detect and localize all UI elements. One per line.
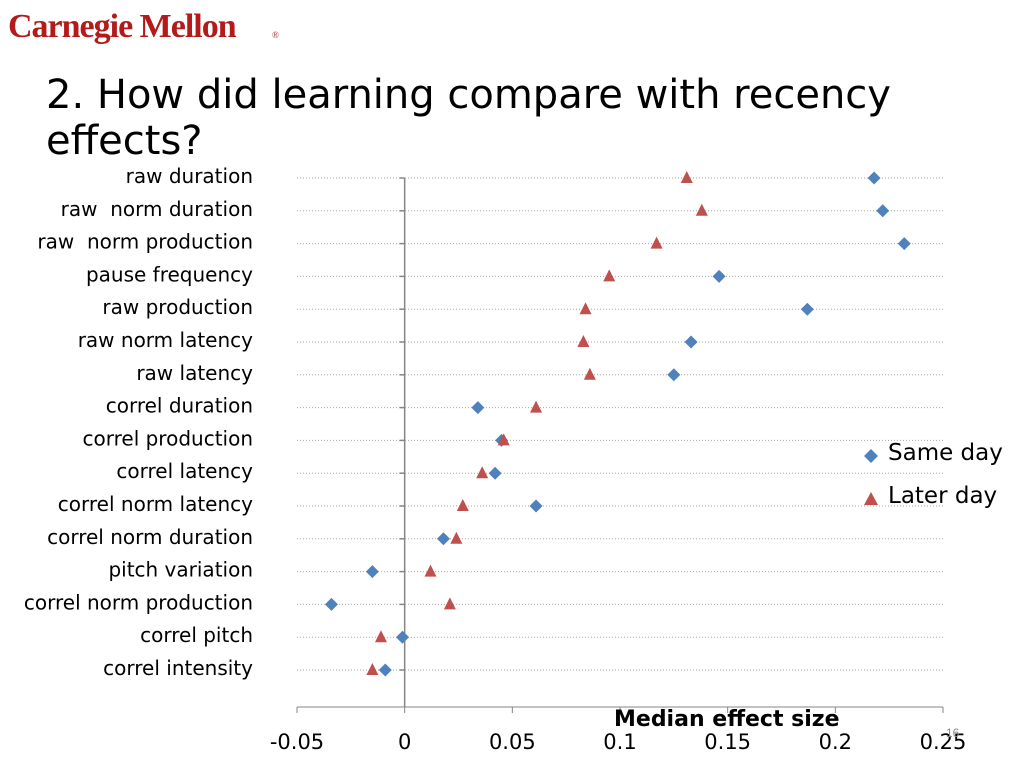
category-label: raw norm latency bbox=[78, 328, 253, 352]
logo-text: Carnegie Mellon bbox=[8, 8, 237, 45]
x-tick-label: -0.05 bbox=[270, 730, 324, 754]
category-label: correl intensity bbox=[103, 656, 253, 680]
same-day-point bbox=[365, 565, 379, 579]
later-day-point bbox=[443, 597, 456, 610]
slide-title: 2. How did learning compare with recency… bbox=[46, 72, 891, 164]
later-day-point bbox=[374, 630, 387, 643]
category-label: correl production bbox=[83, 426, 254, 450]
later-day-point bbox=[579, 302, 592, 315]
x-tick-label: 0.05 bbox=[489, 730, 536, 754]
category-label: correl pitch bbox=[140, 623, 253, 647]
same-day-point bbox=[684, 335, 698, 349]
x-tick-label: 0.1 bbox=[603, 730, 636, 754]
same-day-point bbox=[488, 466, 502, 480]
registered-mark: ® bbox=[272, 30, 279, 40]
legend-item-same-day: Same day bbox=[862, 440, 1022, 470]
category-label: raw duration bbox=[126, 164, 253, 188]
category-label: pitch variation bbox=[108, 558, 253, 582]
later-day-point bbox=[366, 663, 379, 675]
later-day-point bbox=[476, 466, 489, 479]
x-axis-label: Median effect size bbox=[614, 707, 840, 732]
same-day-point bbox=[800, 302, 814, 316]
slide-number: 16 bbox=[946, 726, 960, 740]
same-day-point bbox=[471, 401, 485, 415]
carnegie-mellon-logo: Carnegie Mellon bbox=[8, 8, 237, 46]
same-day-point bbox=[667, 368, 681, 382]
same-day-point bbox=[867, 171, 881, 185]
later-day-point bbox=[577, 335, 590, 347]
later-day-point bbox=[695, 203, 708, 216]
category-label: correl norm duration bbox=[47, 525, 253, 549]
same-day-point bbox=[712, 269, 726, 283]
later-day-point bbox=[680, 171, 693, 183]
diamond-marker-icon bbox=[864, 449, 878, 463]
legend-label-later-day: Later day bbox=[888, 483, 998, 509]
triangle-marker-icon bbox=[864, 492, 878, 505]
x-tick-label: 0.15 bbox=[704, 730, 751, 754]
same-day-point bbox=[529, 499, 543, 513]
later-day-point bbox=[450, 531, 463, 544]
later-day-point bbox=[424, 564, 437, 577]
same-day-point bbox=[378, 663, 392, 677]
later-day-point bbox=[497, 433, 510, 446]
legend-label-same-day: Same day bbox=[888, 440, 1003, 466]
same-day-point bbox=[324, 597, 338, 611]
x-tick-label: 0 bbox=[398, 730, 411, 754]
category-label: raw norm production bbox=[37, 230, 253, 254]
category-label: raw production bbox=[102, 295, 253, 319]
category-label: correl norm latency bbox=[58, 492, 253, 516]
later-day-point bbox=[603, 269, 616, 282]
same-day-point bbox=[396, 630, 410, 644]
x-tick-label: 0.25 bbox=[920, 730, 967, 754]
legend-item-later-day: Later day bbox=[862, 483, 1022, 513]
same-day-point bbox=[436, 532, 450, 546]
category-label: correl norm production bbox=[24, 590, 253, 614]
later-day-point bbox=[530, 400, 543, 413]
category-label: pause frequency bbox=[86, 262, 253, 286]
later-day-point bbox=[456, 499, 469, 511]
later-day-point bbox=[583, 367, 596, 380]
category-label: raw latency bbox=[136, 361, 253, 385]
category-label: raw norm duration bbox=[61, 197, 253, 221]
same-day-point bbox=[876, 204, 890, 218]
x-tick-label: 0.2 bbox=[819, 730, 852, 754]
same-day-point bbox=[897, 237, 911, 251]
later-day-point bbox=[650, 236, 663, 249]
category-label: correl duration bbox=[106, 394, 253, 418]
category-label: correl latency bbox=[116, 459, 253, 483]
